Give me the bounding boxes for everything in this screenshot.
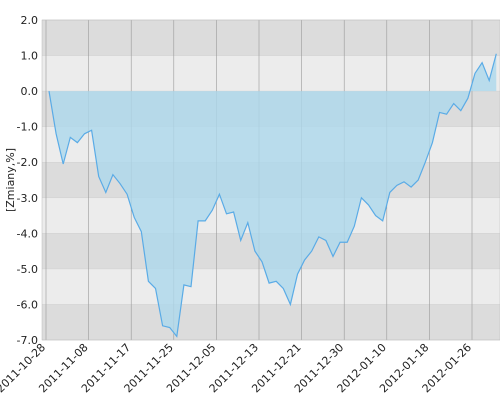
y-tick-label: 0.0	[21, 85, 39, 98]
y-tick-label: 2.0	[21, 14, 39, 27]
y-tick-label: 1.0	[21, 50, 39, 63]
y-tick-label: -7.0	[17, 334, 38, 347]
plot-border	[41, 19, 500, 341]
line	[48, 53, 497, 338]
y-tick-label: -2.0	[17, 156, 38, 169]
y-tick-label: -1.0	[17, 121, 38, 134]
area	[49, 53, 497, 337]
y-tick-label: -4.0	[17, 227, 38, 240]
y-axis-label: [Zmiany,%]	[4, 148, 17, 212]
y-tick-label: -5.0	[17, 263, 38, 276]
y-tick-label: -3.0	[17, 192, 38, 205]
y-tick-label: -6.0	[17, 298, 38, 311]
grid-band	[42, 304, 500, 340]
grid-band	[42, 20, 500, 56]
